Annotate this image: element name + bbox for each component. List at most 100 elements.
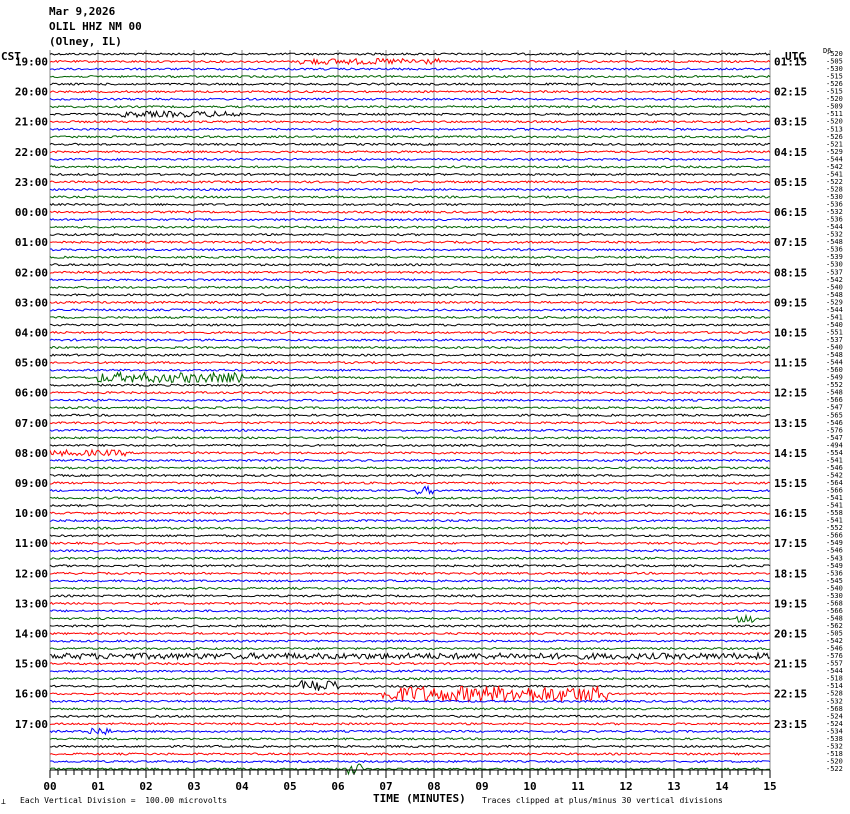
trace-70 [49, 579, 771, 583]
trace-53 [49, 448, 771, 458]
offset-label: -541 [826, 502, 843, 510]
x-tick-label: 05 [283, 780, 296, 793]
right-hour-label: 07:15 [774, 236, 807, 249]
trace-29 [49, 270, 771, 274]
trace-75 [49, 613, 771, 624]
trace-73 [49, 601, 771, 606]
offset-label: -549 [826, 539, 843, 547]
right-hour-label: 20:15 [774, 628, 807, 641]
offset-label: -540 [826, 321, 843, 329]
trace-40 [49, 353, 771, 357]
trace-37 [49, 330, 771, 335]
trace-22 [49, 217, 771, 222]
x-tick-label: 08 [427, 780, 440, 793]
x-tick-label: 02 [139, 780, 152, 793]
x-tick-label: 15 [763, 780, 776, 793]
trace-32 [49, 293, 771, 297]
offset-label: -544 [826, 306, 843, 314]
offset-label: -534 [826, 727, 843, 735]
offset-label: -537 [826, 268, 843, 276]
offset-label: -528 [826, 690, 843, 698]
right-hour-label: 01:15 [774, 56, 807, 69]
right-hour-label: 16:15 [774, 507, 807, 520]
trace-10 [49, 127, 771, 132]
offset-label: -546 [826, 645, 843, 653]
trace-16 [49, 172, 771, 177]
trace-51 [49, 436, 771, 440]
trace-30 [49, 278, 771, 282]
trace-3 [49, 74, 771, 79]
left-hour-label: 19:00 [15, 56, 48, 69]
right-hour-label: 21:15 [774, 658, 807, 671]
trace-79 [49, 646, 771, 651]
trace-58 [49, 484, 771, 495]
trace-45 [49, 391, 771, 395]
trace-17 [49, 180, 771, 184]
trace-0 [49, 52, 771, 56]
trace-63 [49, 526, 771, 530]
offset-label: -505 [826, 58, 843, 66]
offset-label: -544 [826, 359, 843, 367]
offset-label: -546 [826, 547, 843, 555]
offset-label: -557 [826, 660, 843, 668]
left-hour-label: 15:00 [15, 658, 48, 671]
offset-label: -530 [826, 592, 843, 600]
trace-91 [49, 737, 771, 741]
right-hour-label: 13:15 [774, 417, 807, 430]
right-hour-label: 18:15 [774, 567, 807, 580]
trace-1 [49, 57, 771, 66]
trace-67 [49, 556, 771, 560]
left-hour-label: 03:00 [15, 296, 48, 309]
offset-label: -526 [826, 133, 843, 141]
x-tick-label: 13 [667, 780, 680, 793]
trace-19 [49, 195, 771, 199]
offset-label: -520 [826, 95, 843, 103]
offset-label: -532 [826, 742, 843, 750]
offset-label: -562 [826, 622, 843, 630]
left-hour-label: 23:00 [15, 176, 48, 189]
offset-label: -536 [826, 569, 843, 577]
trace-60 [49, 503, 771, 508]
offset-label: -522 [826, 178, 843, 186]
trace-65 [49, 541, 771, 546]
offset-label: -576 [826, 652, 843, 660]
x-tick-label: 12 [619, 780, 632, 793]
trace-68 [49, 564, 771, 568]
x-tick-label: 11 [571, 780, 585, 793]
left-hour-label: 21:00 [15, 116, 48, 129]
offset-label: -538 [826, 735, 843, 743]
offset-label: -518 [826, 675, 843, 683]
left-hour-label: 13:00 [15, 597, 48, 610]
right-hour-label: 03:15 [774, 116, 807, 129]
offset-label: -528 [826, 185, 843, 193]
left-hour-label: 17:00 [15, 718, 48, 731]
right-hour-label: 23:15 [774, 718, 807, 731]
x-tick-label: 06 [331, 780, 345, 793]
trace-44 [49, 383, 771, 387]
offset-label: -541 [826, 170, 843, 178]
trace-42 [49, 368, 771, 372]
offset-label: -548 [826, 351, 843, 359]
offset-label: -544 [826, 667, 843, 675]
trace-78 [49, 639, 771, 643]
right-hour-label: 04:15 [774, 146, 807, 159]
trace-6 [49, 97, 771, 101]
right-hour-label: 14:15 [774, 447, 807, 460]
offset-label: -545 [826, 577, 843, 585]
offset-label: -543 [826, 554, 843, 562]
trace-25 [49, 240, 771, 244]
trace-24 [49, 232, 771, 237]
offset-label: -513 [826, 125, 843, 133]
offset-label: -549 [826, 374, 843, 382]
trace-12 [49, 142, 771, 147]
right-hour-label: 17:15 [774, 537, 807, 550]
trace-28 [49, 262, 771, 267]
offset-prefix: D6 [823, 47, 831, 55]
offset-label: -539 [826, 253, 843, 261]
trace-36 [49, 323, 771, 327]
x-tick-label: 07 [379, 780, 392, 793]
offset-label: -549 [826, 562, 843, 570]
header-station: OLIL HHZ NM 00 [49, 20, 142, 33]
trace-52 [49, 443, 771, 448]
trace-74 [49, 609, 771, 613]
